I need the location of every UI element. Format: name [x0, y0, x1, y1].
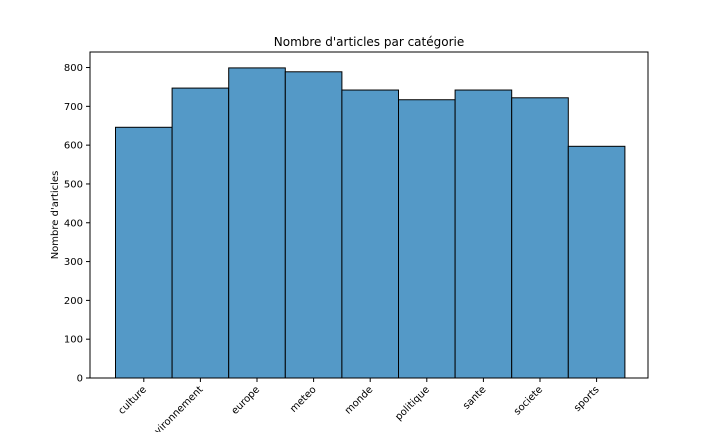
- bar-politique: [398, 99, 456, 379]
- y-axis: 0 100 200 300 400 500 600 700 800: [64, 63, 90, 385]
- x-tick-label-culture: culture: [116, 384, 148, 416]
- y-tick-label: 500: [64, 179, 83, 190]
- x-tick-label-environnement: environnement: [144, 384, 206, 432]
- y-axis-label: Nombre d'articles: [50, 171, 61, 260]
- x-tick-label-sante: sante: [461, 384, 488, 411]
- bar-europe: [228, 67, 286, 379]
- y-tick-label: 200: [64, 296, 83, 307]
- bars-group: [115, 67, 626, 379]
- x-tick-label-meteo: meteo: [288, 384, 318, 414]
- y-tick-label: 300: [64, 257, 83, 268]
- x-tick-label-monde: monde: [343, 384, 375, 416]
- plot-frame: [89, 51, 649, 379]
- bar-sante: [454, 89, 513, 379]
- bar-monde: [341, 89, 399, 379]
- bar-meteo: [284, 71, 343, 379]
- bar-culture: [115, 126, 173, 379]
- chart-title: Nombre d'articles par catégorie: [274, 35, 464, 49]
- bar-environnement: [171, 87, 230, 379]
- x-tick-label-societe: societe: [512, 384, 545, 417]
- y-tick-label: 800: [64, 63, 83, 74]
- x-tick-label-politique: politique: [393, 384, 432, 423]
- y-tick-label: 0: [77, 374, 83, 385]
- x-tick-label-europe: europe: [230, 384, 263, 417]
- x-tick-label-sports: sports: [572, 384, 602, 414]
- y-tick-label: 400: [64, 218, 83, 229]
- bar-sports: [567, 145, 626, 379]
- y-tick-label: 600: [64, 141, 83, 152]
- y-tick-label: 100: [64, 335, 83, 346]
- y-tick-label: 700: [64, 102, 83, 113]
- bar-societe: [511, 97, 569, 379]
